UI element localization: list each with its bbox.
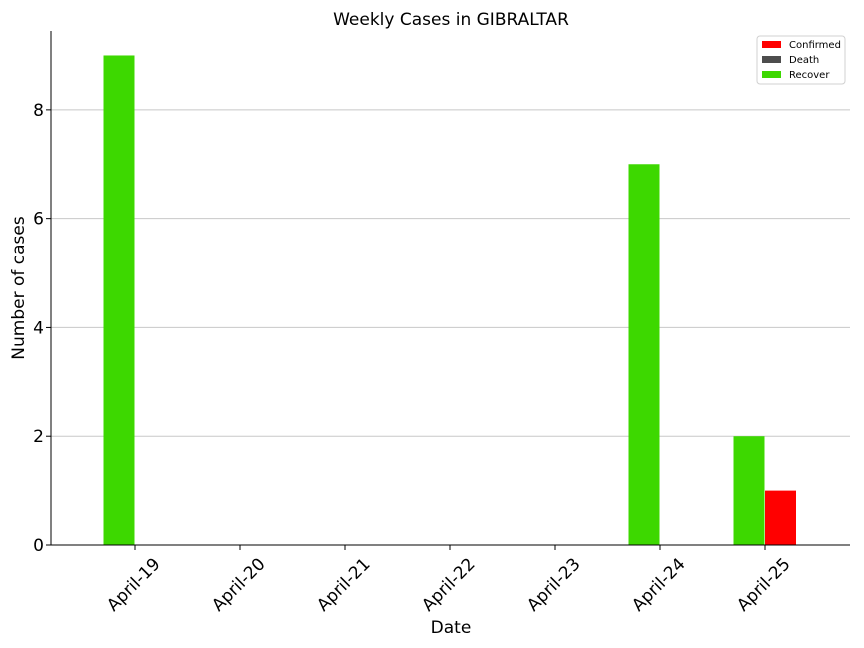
bars (103, 55, 796, 545)
x-axis-label: Date (431, 618, 472, 638)
chart-title: Weekly Cases in GIBRALTAR (333, 10, 569, 30)
legend-label-recover: Recover (789, 70, 830, 81)
y-tick-label-1: 2 (33, 427, 44, 447)
x-tick-label-6: April-25 (733, 554, 794, 615)
legend-label-confirmed: Confirmed (789, 40, 841, 51)
x-ticks: April-19 April-20 April-21 April-22 April-23… (103, 545, 795, 616)
legend: Confirmed Death Recover (756, 35, 846, 85)
bar-recover-april-24 (628, 164, 660, 545)
legend-swatch-recover (762, 71, 781, 78)
bar-recover-april-25 (733, 436, 765, 545)
x-tick-label-0: April-19 (103, 554, 164, 615)
x-tick-label-1: April-20 (208, 554, 269, 615)
bar-confirmed-april-25 (765, 490, 796, 545)
y-ticks: 0 2 4 6 8 (33, 101, 51, 556)
x-tick-label-5: April-24 (628, 554, 689, 615)
y-tick-label-4: 8 (33, 101, 44, 121)
y-tick-label-2: 4 (33, 318, 44, 338)
y-axis-label: Number of cases (9, 216, 29, 360)
legend-label-death: Death (789, 55, 819, 66)
y-tick-label-3: 6 (33, 210, 44, 230)
bar-recover-april-19 (103, 55, 135, 545)
y-tick-label-0: 0 (33, 536, 44, 556)
legend-swatch-death (762, 56, 781, 63)
x-tick-label-4: April-23 (523, 554, 584, 615)
x-tick-label-3: April-22 (418, 554, 479, 615)
legend-swatch-confirmed (762, 41, 781, 48)
gridlines (51, 109, 850, 437)
x-tick-label-2: April-21 (313, 554, 374, 615)
